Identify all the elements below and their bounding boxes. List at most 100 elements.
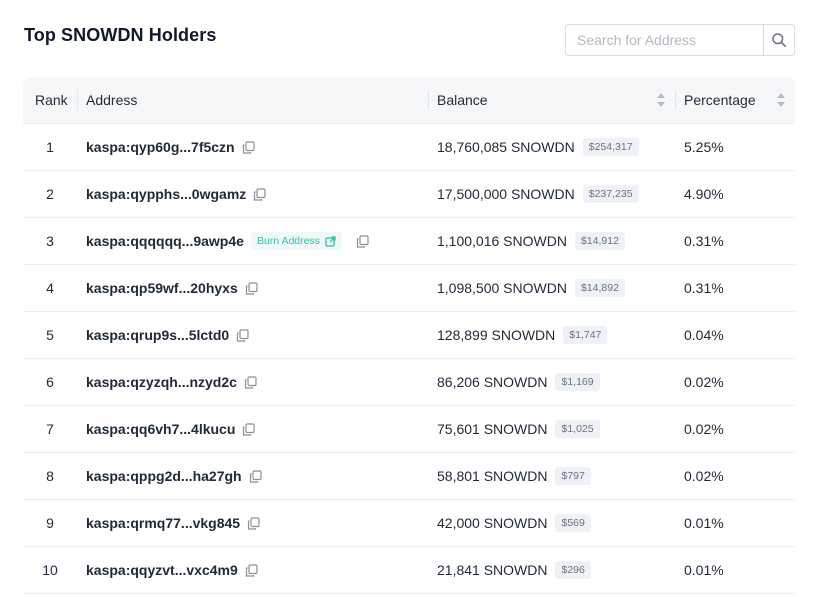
address-cell: kaspa:qzyzqh...nzyd2c xyxy=(86,359,257,405)
address-link[interactable]: kaspa:qypphs...0wgamz xyxy=(86,186,247,202)
balance-cell: 58,801 SNOWDN $797 xyxy=(437,453,591,499)
address-cell: kaspa:qqqqqq...9awp4e Burn Address xyxy=(86,218,369,264)
rank-cell: 2 xyxy=(46,186,54,202)
percentage-cell: 0.02% xyxy=(684,421,724,437)
copy-icon[interactable] xyxy=(247,516,260,530)
usd-value-badge: $14,892 xyxy=(574,279,625,297)
rank-cell: 1 xyxy=(46,139,54,155)
balance-value: 58,801 SNOWDN xyxy=(437,468,548,484)
table-row: 3 kaspa:qqqqqq...9awp4e Burn Address 1,10… xyxy=(23,218,795,265)
address-link[interactable]: kaspa:qq6vh7...4lkucu xyxy=(86,421,236,437)
usd-value-badge: $1,169 xyxy=(555,373,600,391)
column-header-percentage[interactable]: Percentage xyxy=(684,92,756,108)
usd-value-badge: $14,912 xyxy=(574,232,625,250)
burn-address-badge[interactable]: Burn Address xyxy=(250,232,342,250)
copy-icon[interactable] xyxy=(242,140,255,154)
column-divider xyxy=(675,90,676,110)
table-row: 5 kaspa:qrup9s...5lctd0 128,899 SNOWDN $1… xyxy=(23,312,795,359)
rank-cell: 8 xyxy=(46,468,54,484)
balance-cell: 18,760,085 SNOWDN $254,317 xyxy=(437,124,639,170)
table-row: 6 kaspa:qzyzqh...nzyd2c 86,206 SNOWDN $1,… xyxy=(23,359,795,406)
rank-cell: 5 xyxy=(46,327,54,343)
usd-value-badge: $254,317 xyxy=(582,138,639,156)
address-link[interactable]: kaspa:qrmq77...vkg845 xyxy=(86,515,241,531)
balance-cell: 17,500,000 SNOWDN $237,235 xyxy=(437,171,639,217)
copy-icon[interactable] xyxy=(253,187,266,201)
balance-value: 17,500,000 SNOWDN xyxy=(437,186,575,202)
address-cell: kaspa:qq6vh7...4lkucu xyxy=(86,406,256,452)
page-title: Top SNOWDN Holders xyxy=(24,25,217,45)
percentage-cell: 0.02% xyxy=(684,468,724,484)
address-cell: kaspa:qyp60g...7f5czn xyxy=(86,124,255,170)
table-row: 10 kaspa:qqyzvt...vxc4m9 21,841 SNOWDN $2… xyxy=(23,547,795,594)
column-divider xyxy=(77,90,78,110)
table-row: 1 kaspa:qyp60g...7f5czn 18,760,085 SNOWD… xyxy=(23,124,795,171)
percentage-cell: 0.31% xyxy=(684,280,724,296)
balance-cell: 42,000 SNOWDN $569 xyxy=(437,500,591,546)
usd-value-badge: $1,747 xyxy=(563,326,608,344)
search-button[interactable] xyxy=(763,25,794,55)
address-link[interactable]: kaspa:qyp60g...7f5czn xyxy=(86,139,235,155)
balance-value: 1,098,500 SNOWDN xyxy=(437,280,567,296)
rank-cell: 4 xyxy=(46,280,54,296)
address-link[interactable]: kaspa:qrup9s...5lctd0 xyxy=(86,327,230,343)
column-header-address: Address xyxy=(86,92,138,108)
usd-value-badge: $296 xyxy=(555,561,591,579)
percentage-cell: 0.31% xyxy=(684,233,724,249)
balance-value: 86,206 SNOWDN xyxy=(437,374,548,390)
balance-value: 75,601 SNOWDN xyxy=(437,421,548,437)
balance-value: 1,100,016 SNOWDN xyxy=(437,233,567,249)
balance-cell: 86,206 SNOWDN $1,169 xyxy=(437,359,600,405)
table-row: 9 kaspa:qrmq77...vkg845 42,000 SNOWDN $56… xyxy=(23,500,795,547)
address-cell: kaspa:qppg2d...ha27gh xyxy=(86,453,262,499)
burn-address-label: Burn Address xyxy=(256,235,320,247)
address-cell: kaspa:qrup9s...5lctd0 xyxy=(86,312,249,358)
table-body: 1 kaspa:qyp60g...7f5czn 18,760,085 SNOWD… xyxy=(23,124,795,594)
external-link-icon xyxy=(325,235,336,247)
usd-value-badge: $237,235 xyxy=(582,185,639,203)
rank-cell: 6 xyxy=(46,374,54,390)
copy-icon[interactable] xyxy=(249,469,262,483)
table-row: 7 kaspa:qq6vh7...4lkucu 75,601 SNOWDN $1,… xyxy=(23,406,795,453)
copy-icon[interactable] xyxy=(245,563,258,577)
column-header-rank: Rank xyxy=(35,92,68,108)
balance-cell: 75,601 SNOWDN $1,025 xyxy=(437,406,600,452)
percentage-cell: 0.02% xyxy=(684,374,724,390)
balance-cell: 21,841 SNOWDN $296 xyxy=(437,547,591,593)
address-link[interactable]: kaspa:qqqqqq...9awp4e xyxy=(86,233,244,249)
percentage-cell: 0.01% xyxy=(684,515,724,531)
table-row: 4 kaspa:qp59wf...20hyxs 1,098,500 SNOWDN… xyxy=(23,265,795,312)
percentage-cell: 0.01% xyxy=(684,562,724,578)
percentage-cell: 0.04% xyxy=(684,327,724,343)
rank-cell: 9 xyxy=(46,515,54,531)
address-link[interactable]: kaspa:qp59wf...20hyxs xyxy=(86,280,238,296)
search-input[interactable] xyxy=(566,25,763,55)
copy-icon[interactable] xyxy=(244,375,257,389)
usd-value-badge: $797 xyxy=(555,467,591,485)
balance-value: 18,760,085 SNOWDN xyxy=(437,139,575,155)
balance-value: 42,000 SNOWDN xyxy=(437,515,548,531)
copy-icon[interactable] xyxy=(245,281,258,295)
sort-icon[interactable] xyxy=(776,92,786,108)
percentage-cell: 5.25% xyxy=(684,139,724,155)
address-cell: kaspa:qypphs...0wgamz xyxy=(86,171,266,217)
balance-cell: 128,899 SNOWDN $1,747 xyxy=(437,312,608,358)
balance-cell: 1,098,500 SNOWDN $14,892 xyxy=(437,265,625,311)
sort-icon[interactable] xyxy=(656,92,666,108)
rank-cell: 10 xyxy=(42,562,58,578)
address-link[interactable]: kaspa:qppg2d...ha27gh xyxy=(86,468,242,484)
table-row: 8 kaspa:qppg2d...ha27gh 58,801 SNOWDN $79… xyxy=(23,453,795,500)
usd-value-badge: $569 xyxy=(555,514,591,532)
balance-value: 128,899 SNOWDN xyxy=(437,327,556,343)
address-cell: kaspa:qp59wf...20hyxs xyxy=(86,265,258,311)
percentage-cell: 4.90% xyxy=(684,186,724,202)
copy-icon[interactable] xyxy=(236,328,249,342)
address-link[interactable]: kaspa:qzyzqh...nzyd2c xyxy=(86,374,237,390)
rank-cell: 3 xyxy=(46,233,54,249)
column-header-balance[interactable]: Balance xyxy=(437,92,488,108)
address-link[interactable]: kaspa:qqyzvt...vxc4m9 xyxy=(86,562,238,578)
rank-cell: 7 xyxy=(46,421,54,437)
copy-icon[interactable] xyxy=(242,422,256,436)
copy-icon[interactable] xyxy=(356,234,369,248)
balance-value: 21,841 SNOWDN xyxy=(437,562,548,578)
